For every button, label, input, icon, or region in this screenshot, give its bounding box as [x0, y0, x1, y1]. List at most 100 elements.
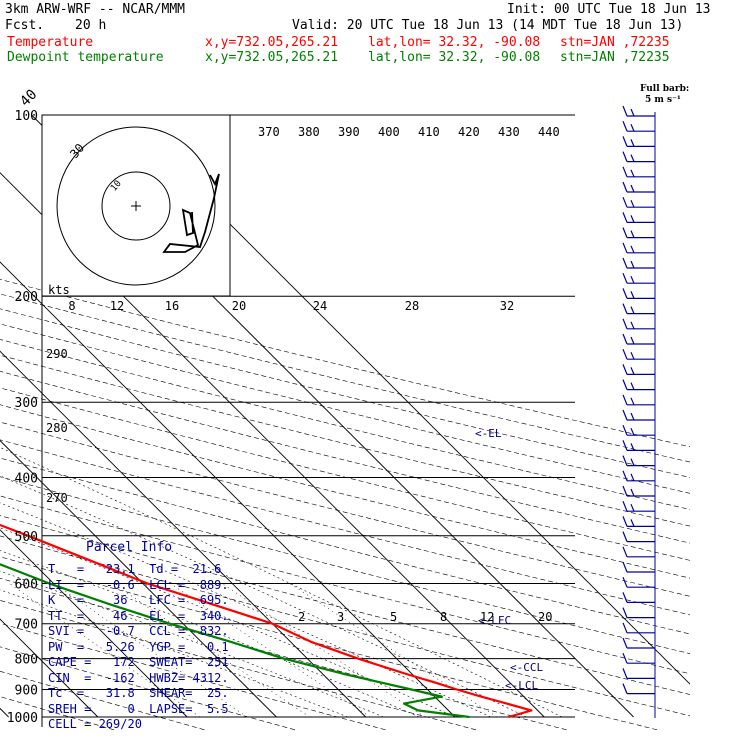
dry-adiabat: [0, 439, 690, 616]
wind-barb-flag: [622, 561, 628, 573]
mixing-ratio-label: 2: [298, 610, 305, 624]
theta-label: 270: [46, 491, 68, 505]
mixing-ratio-label: 5: [390, 610, 397, 624]
wind-barb-flag: [622, 212, 628, 223]
theta-top-label: 400: [378, 125, 400, 139]
wind-barb: [622, 455, 655, 467]
pressure-tick-label: 700: [15, 618, 38, 633]
pressure-tick-label: 300: [15, 396, 38, 411]
wind-barb: [622, 120, 655, 132]
wind-barb: [622, 637, 655, 649]
parcel-row: TT = 46 EL = 340.: [48, 608, 229, 623]
wind-barb-flag: [622, 470, 628, 482]
parcel-row: CAPE = 172 SWEAT= 251: [48, 655, 229, 669]
wind-barb-flag: [622, 151, 628, 162]
wind-barb-flag: [622, 333, 628, 345]
hodograph-trace: [162, 173, 220, 253]
wind-barb-flag: [630, 503, 635, 512]
mixing-ratio-label: 20: [538, 610, 552, 624]
wind-barb-flag: [622, 272, 628, 284]
wind-barb-flag: [630, 184, 635, 193]
wind-barb-flag: [622, 652, 628, 664]
wind-barb: [622, 561, 655, 573]
wind-barb-flag: [630, 215, 635, 223]
wind-barb-flag: [622, 531, 628, 542]
dry-adiabat: [0, 670, 205, 731]
wind-barb-flag: [622, 637, 628, 649]
dry-adiabat: [0, 600, 477, 731]
forecast-hour: 20 h: [75, 18, 107, 33]
pressure-tick-label: 800: [15, 653, 38, 668]
theta-top-label: 370: [258, 125, 280, 139]
isotherm-line: [0, 439, 277, 718]
wind-barb-flag: [622, 105, 628, 117]
wind-barb: [622, 303, 655, 315]
temperature-legend: Temperature: [7, 35, 94, 50]
temperature-tick-label: 40: [17, 87, 40, 110]
parcel-row: SREH = 0 LAPSE= 5.5: [48, 701, 229, 716]
dry-adiabat: [0, 323, 690, 494]
wind-barb-flag: [630, 473, 635, 482]
wind-barb-flag: [622, 409, 628, 421]
isotherm-line: [0, 350, 367, 718]
dewpoint-station: stn=JAN ,72235: [560, 50, 670, 65]
wind-barb-flag: [630, 321, 635, 330]
pressure-tick-label: 200: [15, 290, 38, 305]
wind-barb-flag: [622, 546, 628, 558]
wind-barb-flag: [630, 139, 635, 147]
wind-barb-flag: [622, 120, 628, 132]
wind-barb: [622, 440, 655, 451]
wind-barb: [622, 607, 655, 619]
model-title: 3km ARW-WRF -- NCAR/MMM: [5, 2, 186, 17]
wind-barb: [622, 379, 655, 391]
wind-barb-flag: [622, 257, 628, 269]
wind-tick-label: 8: [68, 299, 75, 313]
wind-barb: [622, 151, 655, 163]
wind-barb-flag: [622, 242, 628, 254]
wind-barb: [622, 652, 655, 664]
barb-legend-title: Full barb:: [640, 84, 690, 94]
dry-adiabat: [0, 279, 690, 448]
forecast-label: Fcst.: [5, 18, 45, 33]
theta-top-label: 430: [498, 125, 520, 139]
wind-barb-flag: [622, 196, 628, 208]
wind-barb-flag: [622, 516, 628, 527]
wind-barb-flag: [630, 199, 635, 208]
wind-barb: [622, 683, 655, 695]
wind-barb-flag: [630, 397, 635, 406]
wind-barb-flag: [622, 455, 628, 466]
level-marker: <-EL: [475, 427, 502, 440]
wind-barb-flag: [622, 394, 628, 406]
wind-barb-flag: [630, 488, 635, 497]
valid-time: Valid: 20 UTC Tue 18 Jun 13 (14 MDT Tue …: [292, 18, 684, 33]
wind-barb-flag: [622, 379, 628, 390]
wind-barb-flag: [630, 108, 635, 117]
dry-adiabat: [0, 515, 690, 695]
wind-barb: [622, 470, 655, 482]
wind-barb: [622, 136, 655, 147]
wind-tick-label: 28: [405, 299, 419, 313]
theta-top-label: 390: [338, 125, 360, 139]
wind-barb: [622, 364, 655, 375]
level-marker: <-CCL: [510, 661, 543, 674]
wind-barb: [622, 181, 655, 193]
pressure-tick-label: 400: [15, 471, 38, 486]
wind-barb-flag: [630, 275, 635, 284]
wind-barb-flag: [622, 318, 628, 330]
isotherm-line: [0, 529, 188, 718]
wind-barb: [622, 394, 655, 406]
wind-barbs: [622, 105, 656, 718]
pressure-tick-label: 600: [15, 577, 38, 592]
isotherm-line: [0, 261, 456, 718]
wind-barb: [622, 668, 655, 680]
wind-barb: [622, 166, 655, 178]
wind-barb-flag: [622, 440, 628, 451]
wind-barb-flag: [630, 458, 635, 466]
wind-barb-flag: [630, 412, 635, 421]
dewpoint-line: [0, 563, 470, 719]
wind-tick-label: 32: [500, 299, 514, 313]
dewpoint-latlon: lat,lon= 32.32, -90.08: [368, 50, 541, 65]
temperature-station: stn=JAN ,72235: [560, 35, 670, 50]
